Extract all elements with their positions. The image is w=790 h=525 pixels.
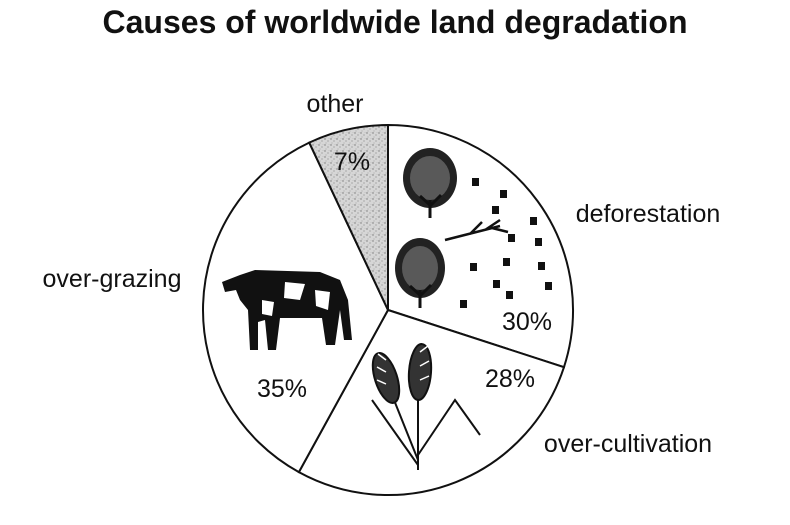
slice-value-label: 35%	[257, 375, 307, 403]
pie-slice-over-cultivation	[297, 308, 566, 496]
pie-slice-other	[307, 123, 389, 311]
cow-icon	[222, 270, 352, 350]
slice-value-label: 7%	[334, 148, 370, 176]
slice-value-label: 28%	[485, 365, 535, 393]
slice-label: over-grazing	[43, 265, 182, 293]
slice-value-label: 30%	[502, 308, 552, 336]
tree-icon	[395, 238, 445, 308]
tree-icon	[403, 148, 457, 218]
wheat-icon	[371, 343, 481, 470]
fallen-tree-icon	[444, 218, 509, 242]
slice-label: over-cultivation	[544, 430, 712, 458]
slice-label: other	[307, 90, 364, 118]
stumps-icon	[460, 178, 552, 308]
chart-title: Causes of worldwide land degradation	[102, 4, 688, 40]
slice-label: deforestation	[576, 200, 721, 228]
trees-and-stumps-icon	[395, 148, 552, 308]
